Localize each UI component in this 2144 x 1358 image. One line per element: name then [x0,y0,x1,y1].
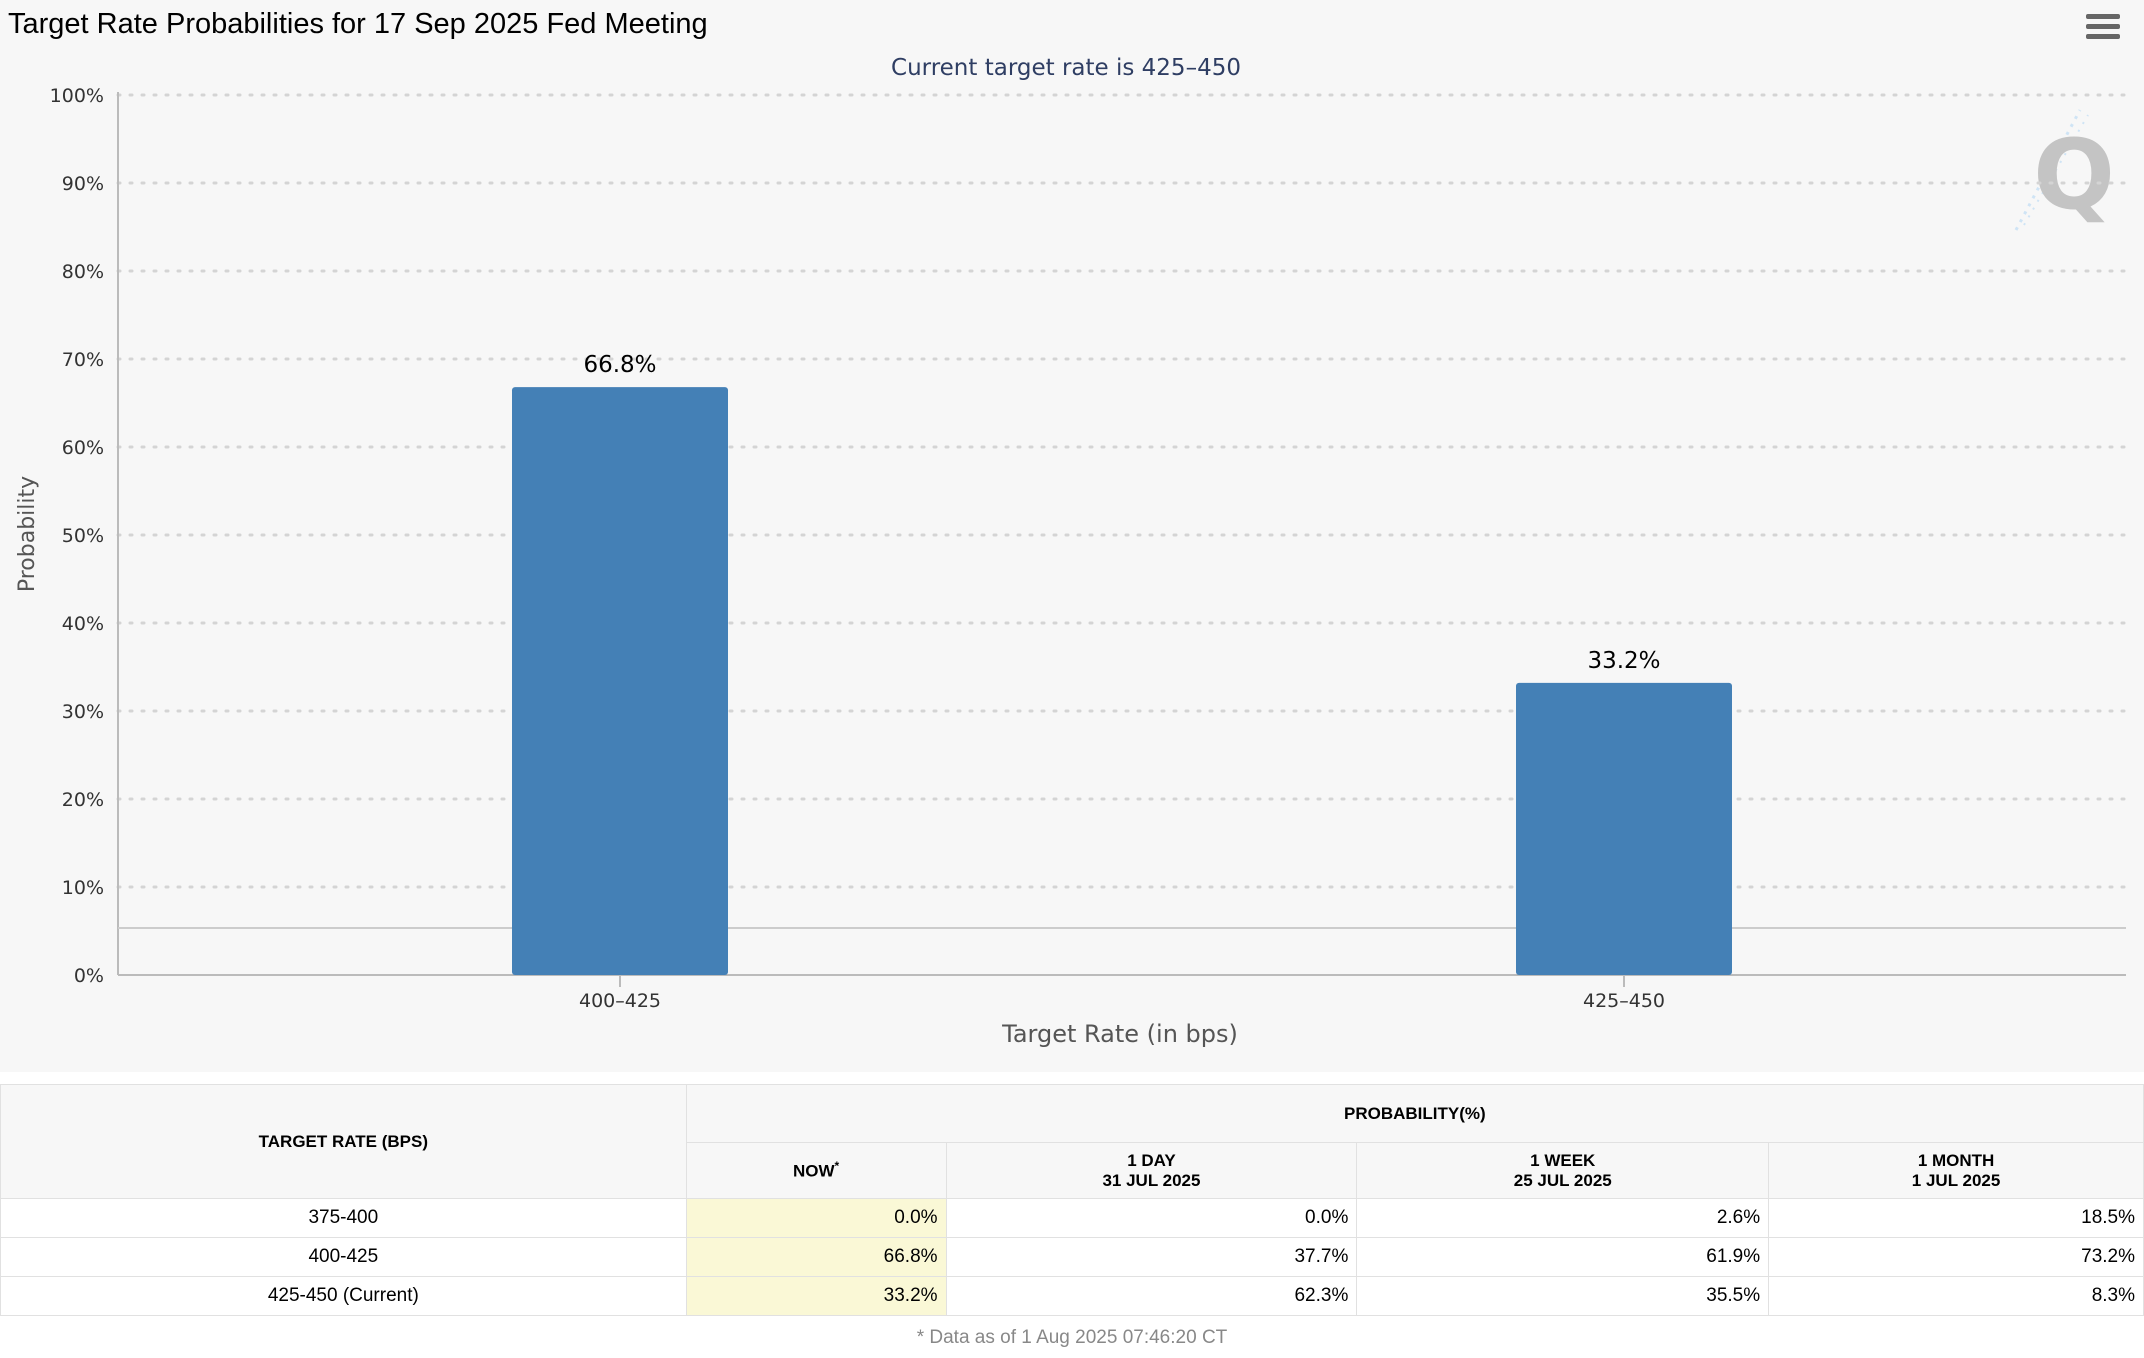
col-header-line1: 1 MONTH [1917,1150,1995,1170]
y-tick-label: 90% [62,173,104,195]
x-axis-title: Target Rate (in bps) [1001,1020,1238,1048]
row-rate: 375-400 [0,1198,687,1238]
cell-now: 66.8% [685,1237,947,1277]
cell-1-day: 0.0% [945,1198,1358,1238]
col-header-line1: NOW [792,1161,835,1181]
probability-table-wrapper: TARGET RATE (BPS) PROBABILITY(%) NOW* 1 … [0,1084,2144,1316]
row-rate: 400-425 [0,1237,687,1277]
y-tick-label: 30% [62,701,104,723]
menu-bar [2086,14,2120,19]
col-header-1-week: 1 WEEK 25 JUL 2025 [1356,1142,1770,1199]
cell-1-week: 61.9% [1356,1237,1770,1277]
data-label: 33.2% [1587,648,1660,674]
cell-1-month: 73.2% [1768,1237,2144,1277]
table-row: 425-450 (Current) 33.2% 62.3% 35.5% 8.3% [0,1276,2144,1316]
x-tick-label: 400–425 [579,990,661,1012]
col-header-now: NOW* [685,1142,947,1199]
y-tick-label: 0% [74,965,104,987]
col-header-1-day: 1 DAY 31 JUL 2025 [945,1142,1358,1199]
footnote: * Data as of 1 Aug 2025 07:46:20 CT [916,1327,1228,1348]
col-header-line1: 1 DAY [1127,1150,1176,1170]
chart-subtitle: Current target rate is 425–450 [891,55,1241,81]
table-row: 375-400 0.0% 0.0% 2.6% 18.5% [0,1198,2144,1238]
cell-1-day: 62.3% [945,1276,1358,1316]
cell-now: 33.2% [685,1276,947,1316]
y-tick-label: 40% [62,613,104,635]
y-axis-title: Probability [15,476,40,592]
y-tick-label: 60% [62,437,104,459]
bar[interactable] [512,387,728,975]
col-header-1-month: 1 MONTH 1 JUL 2025 [1768,1142,2144,1199]
y-tick-label: 20% [62,789,104,811]
table-row: 400-425 66.8% 37.7% 61.9% 73.2% [0,1237,2144,1277]
grid-lines [116,93,2128,889]
cell-1-week: 35.5% [1356,1276,1770,1316]
bar-chart: Current target rate is 425–450 Q 0% 10% 20… [15,55,2128,1048]
hamburger-menu-icon[interactable] [2086,14,2120,44]
page-title: Target Rate Probabilities for 17 Sep 202… [8,8,708,40]
data-label: 66.8% [583,352,656,378]
cell-1-day: 37.7% [945,1237,1358,1277]
y-tick-label: 10% [62,877,104,899]
y-tick-label: 80% [62,261,104,283]
x-axis-ticks: 400–425 425–450 [579,975,1665,1012]
row-rate: 425-450 (Current) [0,1276,687,1316]
header-target-rate: TARGET RATE (BPS) [0,1084,687,1199]
column-header-row: NOW* 1 DAY 31 JUL 2025 1 WEEK 25 JUL 2025 … [1,1142,2144,1199]
col-header-line1: 1 WEEK [1530,1150,1596,1170]
col-header-line2: 31 JUL 2025 [1102,1170,1201,1190]
cell-now: 0.0% [685,1198,947,1238]
watermark-letter: Q [2033,119,2115,231]
header-probability: PROBABILITY(%) [685,1084,2144,1143]
col-header-line2: 25 JUL 2025 [1513,1170,1612,1190]
cell-1-month: 8.3% [1768,1276,2144,1316]
logo-watermark: Q [2014,109,2115,231]
col-header-line2: 1 JUL 2025 [1911,1170,2001,1190]
probability-table: TARGET RATE (BPS) PROBABILITY(%) NOW* 1 … [0,1084,2144,1316]
cell-1-month: 18.5% [1768,1198,2144,1238]
y-tick-label: 70% [62,349,104,371]
menu-bar [2086,34,2120,39]
bars: 66.8% 33.2% [512,352,1732,975]
y-tick-label: 100% [50,85,104,107]
menu-bar [2086,24,2120,29]
x-tick-label: 425–450 [1583,990,1665,1012]
y-tick-label: 50% [62,525,104,547]
chart-container: Target Rate Probabilities for 17 Sep 202… [8,8,2128,1048]
cell-1-week: 2.6% [1356,1198,1770,1238]
bar[interactable] [1516,682,1732,975]
col-header-sup: * [834,1159,840,1174]
y-axis-ticks: 0% 10% 20% 30% 40% 50% 60% 70% 80% 90% 100% [50,85,104,987]
